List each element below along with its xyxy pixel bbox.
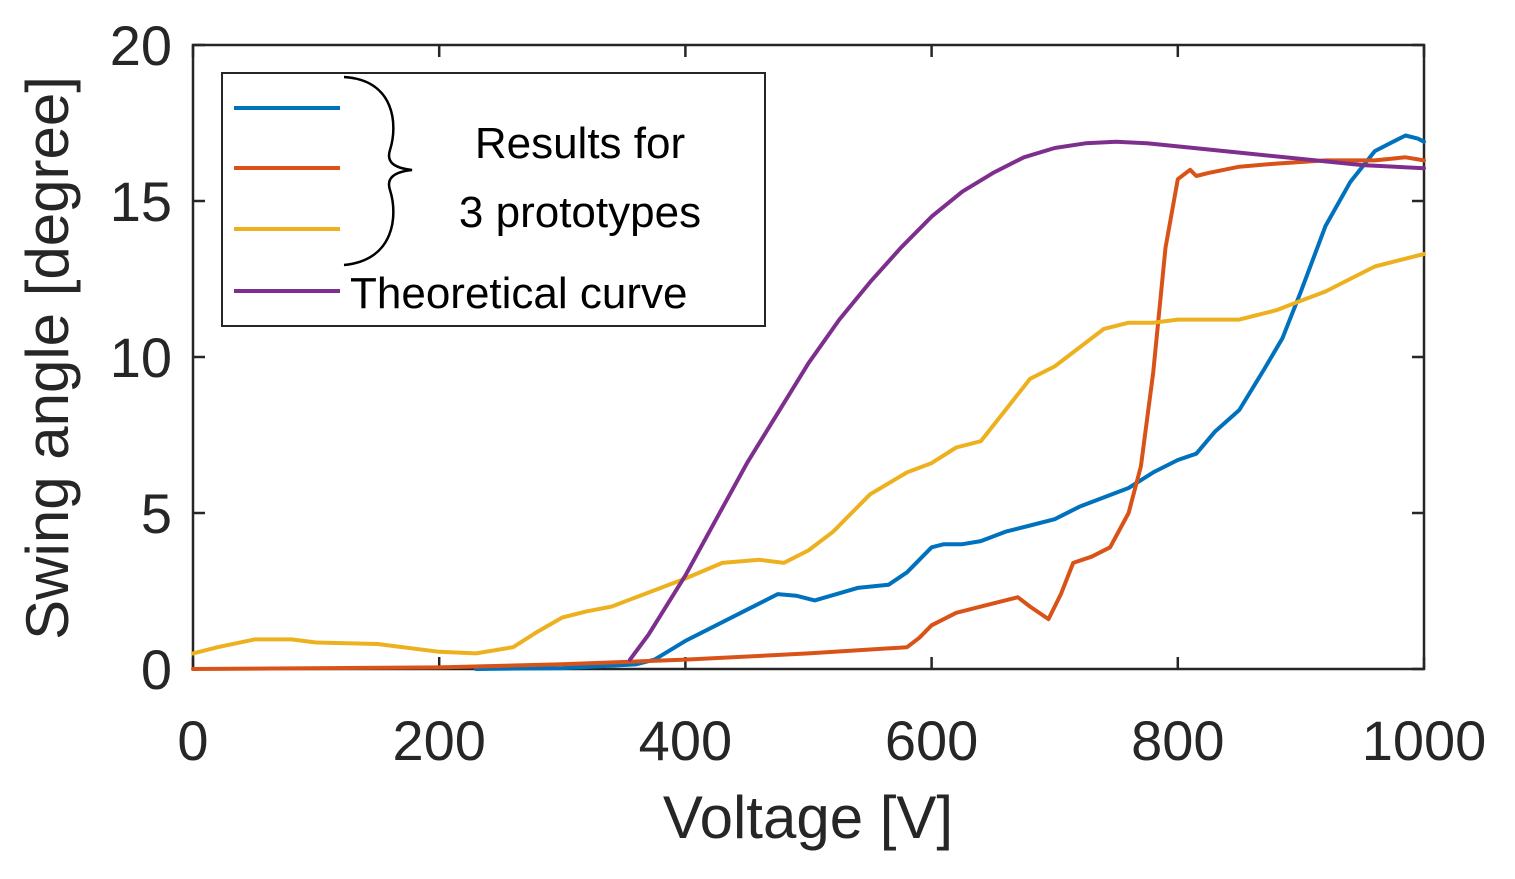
x-tick-label: 0 xyxy=(177,709,208,772)
x-tick-label: 800 xyxy=(1131,709,1224,772)
axis-ticks xyxy=(191,43,1426,671)
x-axis-title: Voltage [V] xyxy=(663,784,953,851)
series-line-prototype-3 xyxy=(191,252,1426,656)
y-axis-tick-labels: 0 5 10 15 20 xyxy=(110,14,172,701)
y-axis-title: Swing angle [degree] xyxy=(14,76,81,640)
x-tick-label: 400 xyxy=(639,709,732,772)
series-line-theoretical xyxy=(628,139,1426,662)
x-tick-label: 200 xyxy=(392,709,485,772)
legend: Results for 3 prototypes Theoretical cur… xyxy=(221,72,766,327)
series-line-prototype-2 xyxy=(191,155,1426,671)
x-tick-label: 600 xyxy=(885,709,978,772)
y-tick-label: 5 xyxy=(141,482,172,545)
y-tick-label: 15 xyxy=(110,170,172,233)
legend-box xyxy=(221,72,766,327)
legend-curly-brace xyxy=(343,75,413,267)
legend-group-label-line2: 3 prototypes xyxy=(459,188,701,237)
y-tick-label: 0 xyxy=(141,638,172,701)
legend-group-label-line1: Results for xyxy=(475,119,685,168)
series-layer xyxy=(191,133,1426,671)
y-tick-label: 10 xyxy=(110,326,172,389)
legend-theoretical-label: Theoretical curve xyxy=(350,269,687,318)
x-tick-label: 1000 xyxy=(1362,709,1487,772)
x-axis-tick-labels: 0 200 400 600 800 1000 xyxy=(177,709,1486,772)
series-line-prototype-1 xyxy=(474,133,1426,671)
y-tick-label: 20 xyxy=(110,14,172,77)
